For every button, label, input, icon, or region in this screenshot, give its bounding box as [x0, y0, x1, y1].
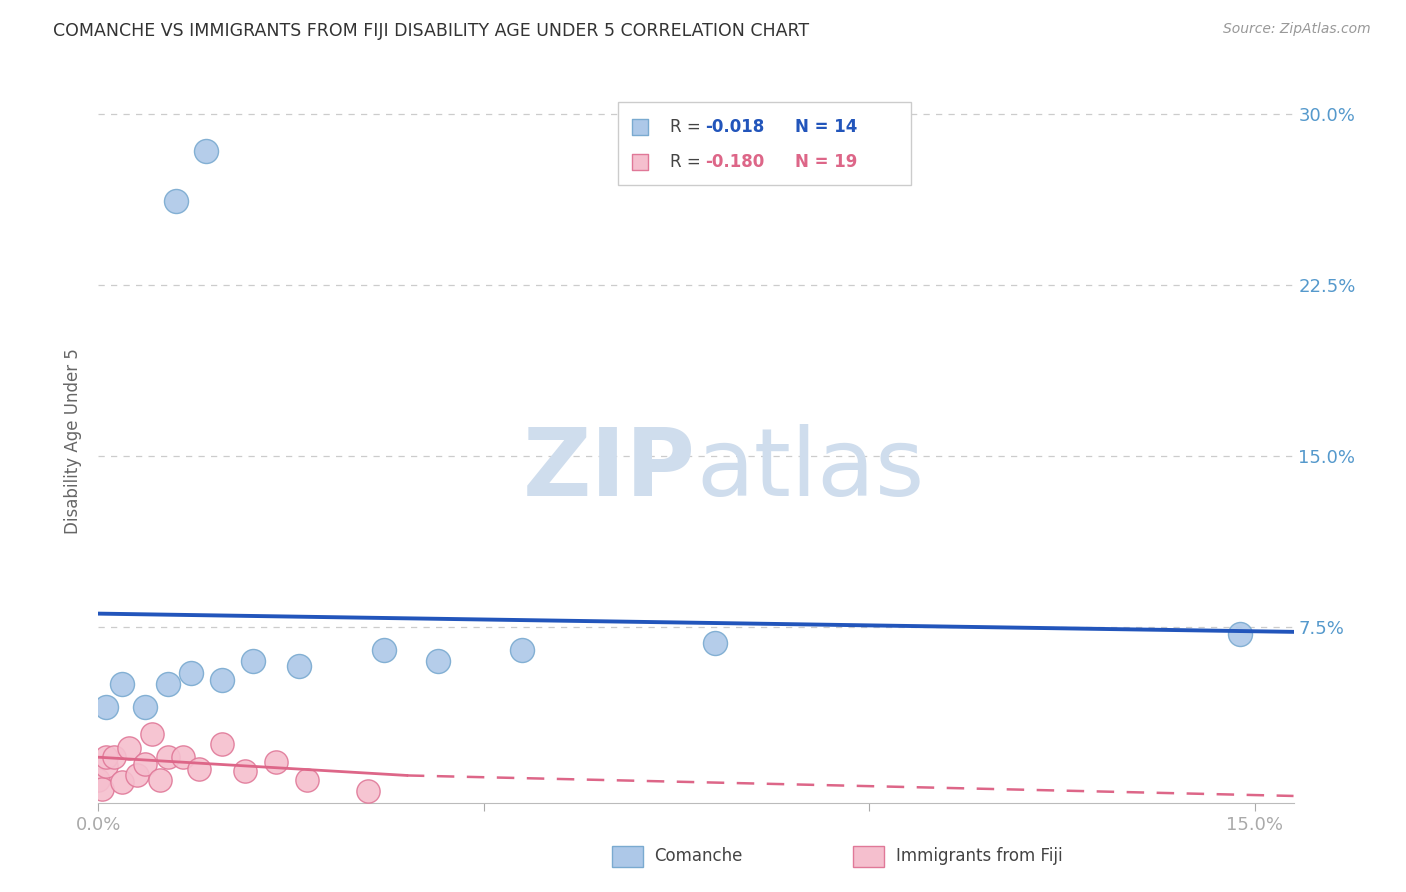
Point	[165, 194, 187, 208]
Point	[1229, 627, 1251, 641]
Text: N = 14: N = 14	[796, 118, 858, 136]
Point	[357, 784, 380, 798]
Text: -0.018: -0.018	[706, 118, 765, 136]
Bar	[619, 102, 911, 185]
Point	[134, 757, 156, 772]
Point	[704, 636, 727, 650]
Text: Comanche: Comanche	[654, 847, 742, 865]
Point	[118, 741, 141, 756]
Text: R =: R =	[669, 153, 706, 170]
Point	[110, 775, 132, 789]
Point	[233, 764, 256, 778]
Text: N = 19: N = 19	[796, 153, 858, 170]
Point	[94, 759, 117, 773]
Point	[94, 700, 117, 714]
Point	[87, 772, 110, 787]
Point	[187, 762, 209, 776]
Point	[156, 750, 179, 764]
Point	[288, 659, 311, 673]
Text: ZIP: ZIP	[523, 425, 696, 516]
Point	[156, 677, 179, 691]
Point	[149, 772, 172, 787]
Point	[103, 750, 125, 764]
Point	[373, 643, 395, 657]
Point	[242, 655, 264, 669]
Point	[211, 737, 233, 751]
Point	[180, 665, 202, 680]
Point	[512, 643, 534, 657]
Point	[195, 144, 218, 158]
Point	[141, 727, 163, 741]
Point	[110, 677, 132, 691]
Point	[91, 782, 114, 797]
Point	[172, 750, 194, 764]
Point	[211, 673, 233, 687]
Text: Immigrants from Fiji: Immigrants from Fiji	[896, 847, 1063, 865]
Text: atlas: atlas	[696, 425, 924, 516]
Point	[125, 768, 148, 782]
Text: -0.180: -0.180	[706, 153, 765, 170]
Point	[134, 700, 156, 714]
Point	[426, 655, 449, 669]
Y-axis label: Disability Age Under 5: Disability Age Under 5	[65, 349, 83, 534]
Point	[295, 772, 318, 787]
Text: COMANCHE VS IMMIGRANTS FROM FIJI DISABILITY AGE UNDER 5 CORRELATION CHART: COMANCHE VS IMMIGRANTS FROM FIJI DISABIL…	[53, 22, 810, 40]
Point	[94, 750, 117, 764]
Text: R =: R =	[669, 118, 706, 136]
Text: Source: ZipAtlas.com: Source: ZipAtlas.com	[1223, 22, 1371, 37]
Point	[264, 755, 287, 769]
